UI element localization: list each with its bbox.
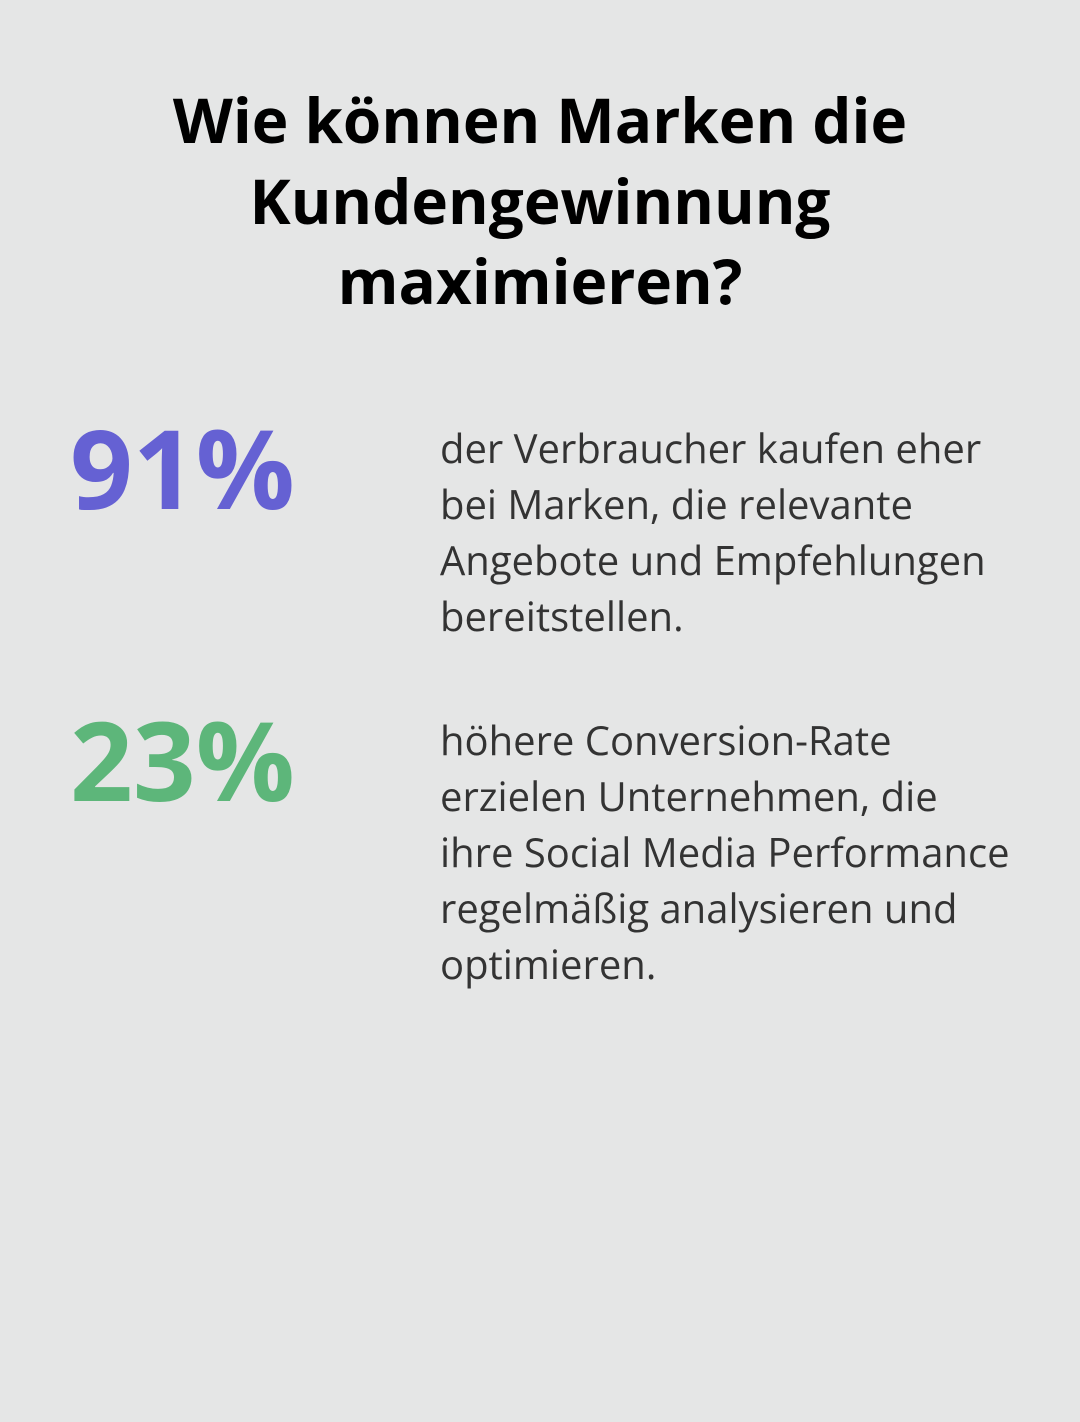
stat-description-2: höhere Conversion-Rate erzielen Unterneh… <box>440 704 1010 992</box>
stat-row-2: 23% höhere Conversion-Rate erzielen Unte… <box>70 704 1010 992</box>
stat-number-1: 91% <box>70 412 440 522</box>
stat-row-1: 91% der Verbraucher kaufen eher bei Mark… <box>70 412 1010 644</box>
page-title: Wie können Marken die Kundengewinnung ma… <box>70 80 1010 322</box>
stat-number-2: 23% <box>70 704 440 814</box>
stat-description-1: der Verbraucher kaufen eher bei Marken, … <box>440 412 1010 644</box>
